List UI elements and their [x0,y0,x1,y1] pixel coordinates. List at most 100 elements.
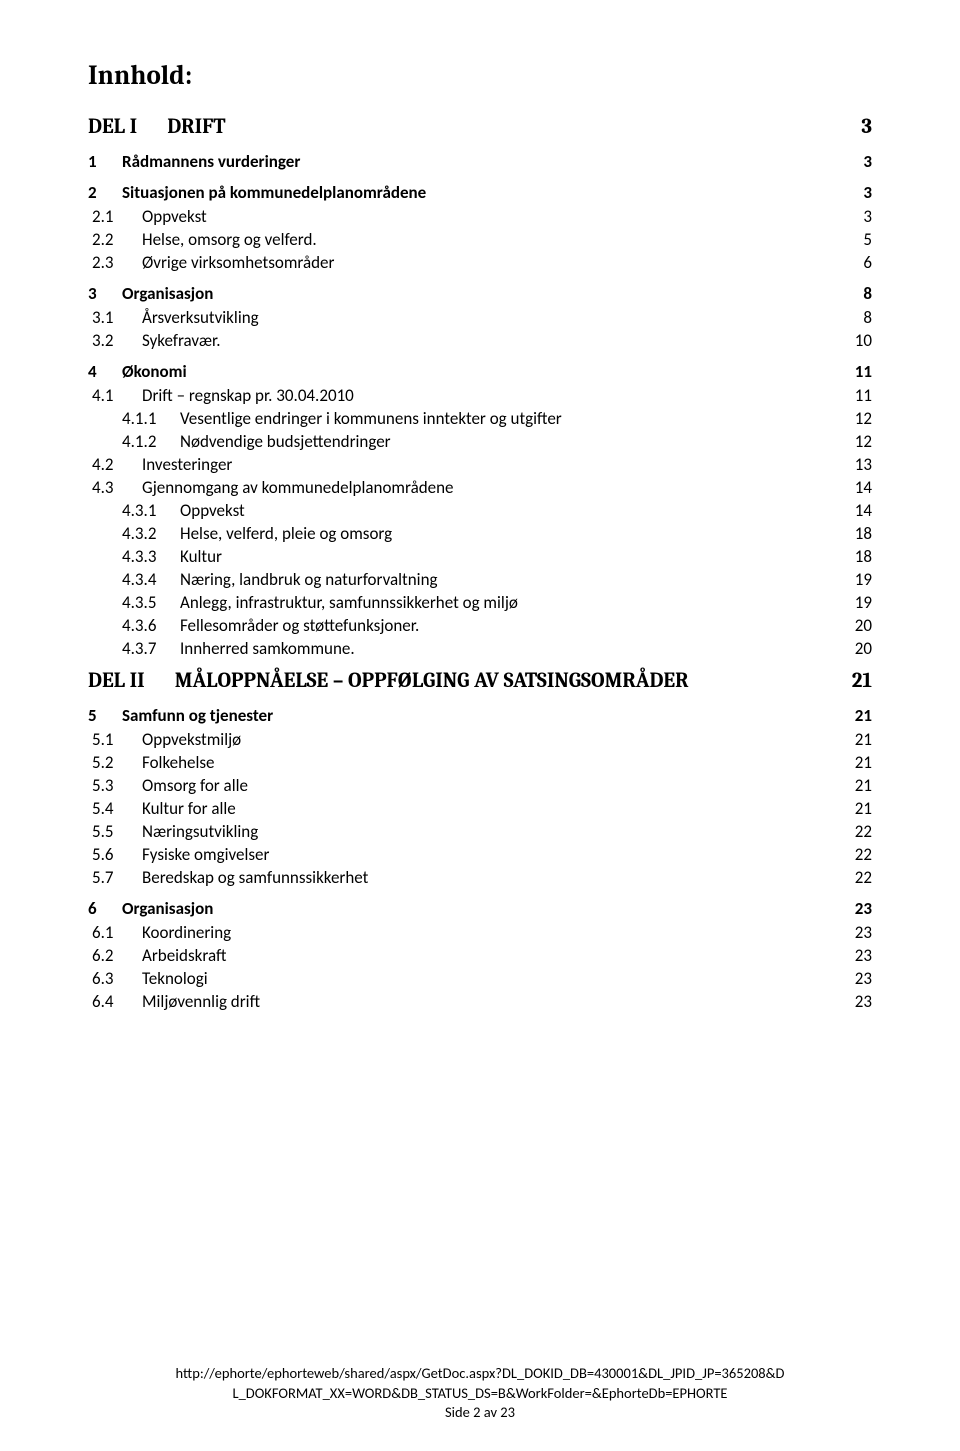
toc-section-num: 6 [88,898,122,919]
toc-subsub-label: Fellesområder og støttefunksjoner. [180,615,419,636]
toc-page-num: 3 [863,182,872,203]
toc-sub-row: 5.3Omsorg for alle21 [88,775,872,796]
toc-subsub-num: 4.3.1 [122,500,180,521]
toc-sub-row: 2.3Øvrige virksomhetsområder 6 [88,252,872,273]
toc-subsub-label: Oppvekst [180,500,245,521]
toc-section-row: 6Organisasjon23 [88,898,872,919]
toc-subsub-num: 4.3.2 [122,523,180,544]
toc-sub-num: 6.1 [92,922,142,943]
toc-page-num: 11 [855,361,872,382]
toc-sub-num: 5.3 [92,775,142,796]
toc-subsub-label: Helse, velferd, pleie og omsorg [180,523,392,544]
toc-sub-label: Øvrige virksomhetsområder [142,252,334,273]
toc-section-num: 5 [88,705,122,726]
page-footer: http://ephorte/ephorteweb/shared/aspx/Ge… [0,1364,960,1423]
toc-subsub-num: 4.3.3 [122,546,180,567]
toc-section-row: 3Organisasjon8 [88,283,872,304]
toc-sub-row: 4.1Drift – regnskap pr. 30.04.201011 [88,385,872,406]
toc-sub-label: Arbeidskraft [142,945,226,966]
toc-sub-label: Folkehelse [142,752,214,773]
toc-page-num: 19 [855,592,872,613]
toc-title: Innhold: [88,60,872,91]
toc-subsub-row: 4.3.6Fellesområder og støttefunksjoner.2… [88,615,872,636]
toc-subsub-num: 4.1.1 [122,408,180,429]
toc-sub-row: 5.6Fysiske omgivelser22 [88,844,872,865]
toc-sub-label: Helse, omsorg og velferd. [142,229,317,250]
toc-sub-row: 6.4Miljøvennlig drift23 [88,991,872,1012]
toc-page-num: 6 [863,252,872,273]
toc-subsub-num: 4.1.2 [122,431,180,452]
toc-page-num: 12 [855,431,872,452]
toc-subsub-label: Innherred samkommune. [180,638,355,659]
toc-subsub-row: 4.1.2Nødvendige budsjettendringer 12 [88,431,872,452]
toc-section-label: Situasjonen på kommunedelplanområdene [122,182,426,203]
toc-sub-num: 6.2 [92,945,142,966]
footer-url-line2: L_DOKFORMAT_XX=WORD&DB_STATUS_DS=B&WorkF… [0,1384,960,1404]
toc-page-num: 22 [855,821,872,842]
toc-page-num: 21 [855,729,872,750]
toc-sub-num: 4.2 [92,454,142,475]
toc-page-num: 20 [855,615,872,636]
toc-sub-label: Fysiske omgivelser [142,844,269,865]
toc-sub-row: 4.3Gjennomgang av kommunedelplanområdene… [88,477,872,498]
toc-subsub-num: 4.3.5 [122,592,180,613]
toc-sub-row: 6.3Teknologi23 [88,968,872,989]
toc-page-num: 23 [855,922,872,943]
toc-sub-label: Investeringer [142,454,232,475]
toc-page-num: 23 [855,968,872,989]
toc-sub-label: Oppvekst [142,206,207,227]
toc-page-num: 10 [855,330,872,351]
toc-subsub-num: 4.3.7 [122,638,180,659]
toc-page-num: 14 [855,500,872,521]
toc-page-num: 21 [855,752,872,773]
toc-subsub-row: 4.1.1Vesentlige endringer i kommunens in… [88,408,872,429]
toc-page-num: 20 [855,638,872,659]
toc-sub-num: 5.4 [92,798,142,819]
toc-sub-num: 3.2 [92,330,142,351]
toc-section-row: 4Økonomi11 [88,361,872,382]
toc-section-row: 2Situasjonen på kommunedelplanområdene 3 [88,182,872,203]
toc-section-label: Rådmannens vurderinger [122,151,300,172]
toc-sub-num: 5.1 [92,729,142,750]
toc-subsub-label: Nødvendige budsjettendringer [180,431,391,452]
toc-page-num: 21 [855,798,872,819]
toc-section-row: 1Rådmannens vurderinger3 [88,151,872,172]
toc-sub-num: 5.2 [92,752,142,773]
toc-sub-num: 3.1 [92,307,142,328]
footer-page-number: Side 2 av 23 [0,1403,960,1423]
toc-section-num: 2 [88,182,122,203]
toc-sub-label: Miljøvennlig drift [142,991,260,1012]
toc-sub-num: 5.5 [92,821,142,842]
toc-sub-row: 3.1Årsverksutvikling8 [88,307,872,328]
toc-section-num: 3 [88,283,122,304]
toc-sub-row: 2.2Helse, omsorg og velferd. 5 [88,229,872,250]
toc-section-num: 1 [88,151,122,172]
toc-page-num: 22 [855,867,872,888]
toc-part-key: DEL II [88,669,145,693]
toc-sub-label: Oppvekstmiljø [142,729,241,750]
toc-sub-num: 2.3 [92,252,142,273]
toc-section-label: Organisasjon [122,898,213,919]
toc-container: DEL IDRIFT31Rådmannens vurderinger32Situ… [88,115,872,1012]
toc-sub-row: 4.2Investeringer13 [88,454,872,475]
toc-sub-num: 2.1 [92,206,142,227]
toc-subsub-row: 4.3.1Oppvekst 14 [88,500,872,521]
toc-page-num: 21 [855,705,872,726]
toc-part-row: DEL IDRIFT3 [88,115,872,139]
toc-sub-num: 5.6 [92,844,142,865]
toc-part-key: DEL I [88,115,137,139]
toc-sub-num: 2.2 [92,229,142,250]
toc-subsub-num: 4.3.4 [122,569,180,590]
toc-page-num: 21 [852,669,872,693]
toc-sub-num: 6.3 [92,968,142,989]
toc-section-label: Organisasjon [122,283,213,304]
toc-subsub-label: Næring, landbruk og naturforvaltning [180,569,438,590]
toc-sub-label: Sykefravær. [142,330,221,351]
toc-subsub-label: Kultur [180,546,222,567]
toc-sub-label: Næringsutvikling [142,821,258,842]
toc-page-num: 5 [863,229,872,250]
toc-sub-num: 5.7 [92,867,142,888]
toc-subsub-row: 4.3.2Helse, velferd, pleie og omsorg18 [88,523,872,544]
toc-section-label: Samfunn og tjenester [122,705,273,726]
toc-section-num: 4 [88,361,122,382]
